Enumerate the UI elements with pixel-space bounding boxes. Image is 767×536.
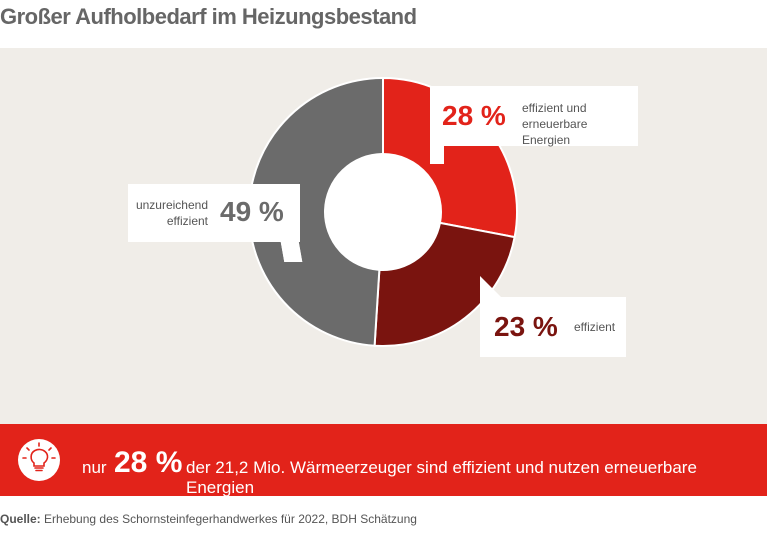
slice-red-percent: 28 % bbox=[442, 100, 506, 131]
banner-highlight: 28 % bbox=[114, 446, 183, 479]
chart-title: Großer Aufholbedarf im Heizungsbestand bbox=[0, 4, 417, 29]
slice-darkred-label: effizient bbox=[574, 320, 616, 334]
chart-panel: 28 % effizient und erneuerbare Energien … bbox=[0, 48, 767, 424]
source-label: Quelle: bbox=[0, 512, 41, 526]
slice-gray bbox=[247, 76, 384, 347]
callout-tail-red bbox=[430, 144, 444, 164]
banner-text: der 21,2 Mio. Wärmeerzeuger sind effizie… bbox=[186, 458, 697, 497]
callout-slice-darkred: 23 % effizient bbox=[480, 297, 626, 357]
slice-red-label-line-1: effizient und bbox=[522, 101, 587, 115]
slice-darkred-percent: 23 % bbox=[494, 311, 558, 342]
callout-slice-gray: unzureichend effizient 49 % bbox=[128, 184, 300, 242]
source-text: Erhebung des Schornsteinfegerhandwerkes … bbox=[44, 512, 417, 526]
callout-slice-red: 28 % effizient und erneuerbare Energien bbox=[430, 86, 638, 148]
source-note: Quelle: Erhebung des Schornsteinfegerhan… bbox=[0, 512, 417, 526]
summary-banner: nur 28 % der 21,2 Mio. Wärmeerzeuger sin… bbox=[0, 424, 767, 497]
slice-red-label-line-2: erneuerbare Energien bbox=[522, 117, 588, 147]
callout-tail-darkred bbox=[480, 276, 502, 298]
banner-prefix: nur bbox=[82, 458, 107, 477]
slice-gray-label: unzureichend effizient bbox=[128, 197, 208, 229]
donut-hole bbox=[325, 154, 441, 270]
slice-gray-label-line-2: effizient bbox=[166, 214, 208, 228]
donut-chart bbox=[247, 76, 518, 347]
lightbulb-icon bbox=[18, 439, 60, 481]
slice-gray-label-line-1: unzureichend bbox=[135, 198, 208, 212]
slice-red-label: effizient und erneuerbare Energien bbox=[522, 100, 638, 148]
slice-gray-percent: 49 % bbox=[220, 196, 284, 227]
